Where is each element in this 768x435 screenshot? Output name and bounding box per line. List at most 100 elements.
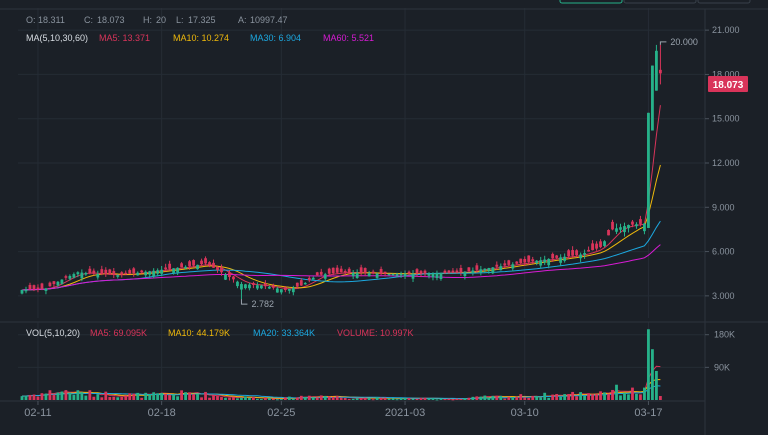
candle-body[interactable]: [571, 250, 575, 256]
candle-body[interactable]: [40, 283, 44, 289]
volume-bar[interactable]: [136, 392, 140, 400]
candle-body[interactable]: [48, 282, 52, 287]
volume-bar[interactable]: [315, 397, 319, 400]
volume-bar[interactable]: [619, 395, 622, 400]
volume-bar[interactable]: [631, 387, 634, 400]
candle-body[interactable]: [595, 243, 598, 249]
candle-body[interactable]: [615, 228, 618, 232]
volume-bar[interactable]: [56, 392, 60, 400]
volume-bar[interactable]: [351, 398, 355, 400]
candle-body[interactable]: [60, 279, 64, 284]
candle-body[interactable]: [172, 268, 176, 274]
candle-body[interactable]: [244, 284, 247, 289]
candle-body[interactable]: [44, 288, 48, 291]
volume-bar[interactable]: [176, 396, 180, 400]
volume-bar[interactable]: [28, 394, 32, 400]
candle-body[interactable]: [531, 259, 535, 262]
candle-body[interactable]: [383, 271, 387, 274]
volume-bar[interactable]: [635, 393, 638, 400]
volume-bar[interactable]: [204, 391, 207, 400]
candle-body[interactable]: [208, 262, 211, 266]
tab-inactive[interactable]: [697, 0, 751, 4]
candle-body[interactable]: [236, 281, 239, 287]
candle-body[interactable]: [68, 275, 72, 279]
candle-body[interactable]: [511, 264, 515, 269]
volume-bar[interactable]: [599, 391, 602, 400]
volume-bar[interactable]: [447, 398, 451, 400]
candle-body[interactable]: [567, 250, 571, 257]
volume-bar[interactable]: [623, 392, 626, 400]
volume-bar[interactable]: [603, 392, 606, 400]
volume-bar[interactable]: [539, 397, 543, 400]
volume-bar[interactable]: [615, 384, 618, 400]
candle-body[interactable]: [275, 288, 279, 293]
candle-body[interactable]: [471, 270, 475, 273]
candle-body[interactable]: [148, 271, 152, 275]
candle-body[interactable]: [371, 271, 375, 274]
volume-bar[interactable]: [188, 392, 191, 400]
volume-bar[interactable]: [248, 397, 251, 400]
volume-bar[interactable]: [184, 392, 187, 400]
volume-bar[interactable]: [399, 398, 403, 400]
volume-bar[interactable]: [371, 399, 375, 401]
volume-bar[interactable]: [611, 389, 614, 400]
candle-body[interactable]: [307, 277, 311, 281]
volume-bar[interactable]: [587, 393, 590, 400]
volume-bar[interactable]: [44, 393, 48, 400]
volume-bar[interactable]: [507, 396, 511, 400]
candle-body[interactable]: [132, 268, 136, 274]
candle-body[interactable]: [623, 226, 626, 233]
candle-body[interactable]: [379, 268, 383, 274]
volume-bar[interactable]: [555, 393, 559, 400]
volume-bar[interactable]: [283, 397, 287, 400]
volume-bar[interactable]: [156, 393, 160, 400]
volume-bar[interactable]: [339, 397, 343, 400]
volume-bar[interactable]: [535, 396, 539, 400]
volume-bar[interactable]: [559, 396, 563, 400]
candle-body[interactable]: [483, 268, 487, 271]
candle-body[interactable]: [543, 259, 547, 263]
volume-bar[interactable]: [367, 398, 371, 400]
volume-bar[interactable]: [48, 390, 52, 400]
candle-body[interactable]: [575, 250, 579, 256]
candle-body[interactable]: [439, 272, 443, 280]
volume-bar[interactable]: [212, 395, 215, 400]
volume-bar[interactable]: [383, 397, 387, 400]
volume-bar[interactable]: [260, 399, 263, 401]
candle-body[interactable]: [188, 261, 191, 267]
volume-bar[interactable]: [375, 397, 379, 400]
volume-bar[interactable]: [331, 396, 335, 400]
volume-bar[interactable]: [591, 394, 594, 400]
candle-body[interactable]: [455, 270, 459, 273]
volume-bar[interactable]: [164, 393, 168, 400]
candle-body[interactable]: [655, 50, 658, 91]
volume-bar[interactable]: [343, 397, 347, 400]
volume-bar[interactable]: [659, 396, 662, 400]
volume-bar[interactable]: [132, 393, 136, 400]
candle-body[interactable]: [80, 272, 84, 279]
candle-body[interactable]: [367, 273, 371, 277]
volume-bar[interactable]: [643, 387, 646, 400]
volume-bar[interactable]: [256, 398, 259, 400]
candle-body[interactable]: [152, 270, 156, 277]
candle-body[interactable]: [36, 287, 40, 289]
volume-bar[interactable]: [80, 392, 84, 400]
candle-body[interactable]: [399, 273, 403, 276]
candle-body[interactable]: [248, 284, 251, 289]
candle-body[interactable]: [96, 273, 100, 278]
candle-body[interactable]: [331, 267, 335, 274]
candle-body[interactable]: [519, 258, 523, 264]
volume-bar[interactable]: [359, 397, 363, 400]
volume-bar[interactable]: [60, 391, 64, 400]
candle-body[interactable]: [136, 272, 140, 276]
volume-bar[interactable]: [307, 395, 311, 400]
volume-bar[interactable]: [116, 397, 120, 400]
volume-bar[interactable]: [172, 394, 176, 400]
tab-inactive[interactable]: [623, 0, 697, 4]
volume-bar[interactable]: [467, 397, 471, 400]
candle-body[interactable]: [327, 268, 331, 274]
volume-bar[interactable]: [395, 399, 399, 401]
volume-bar[interactable]: [84, 395, 88, 400]
volume-bar[interactable]: [363, 397, 367, 400]
candle-body[interactable]: [124, 272, 128, 275]
